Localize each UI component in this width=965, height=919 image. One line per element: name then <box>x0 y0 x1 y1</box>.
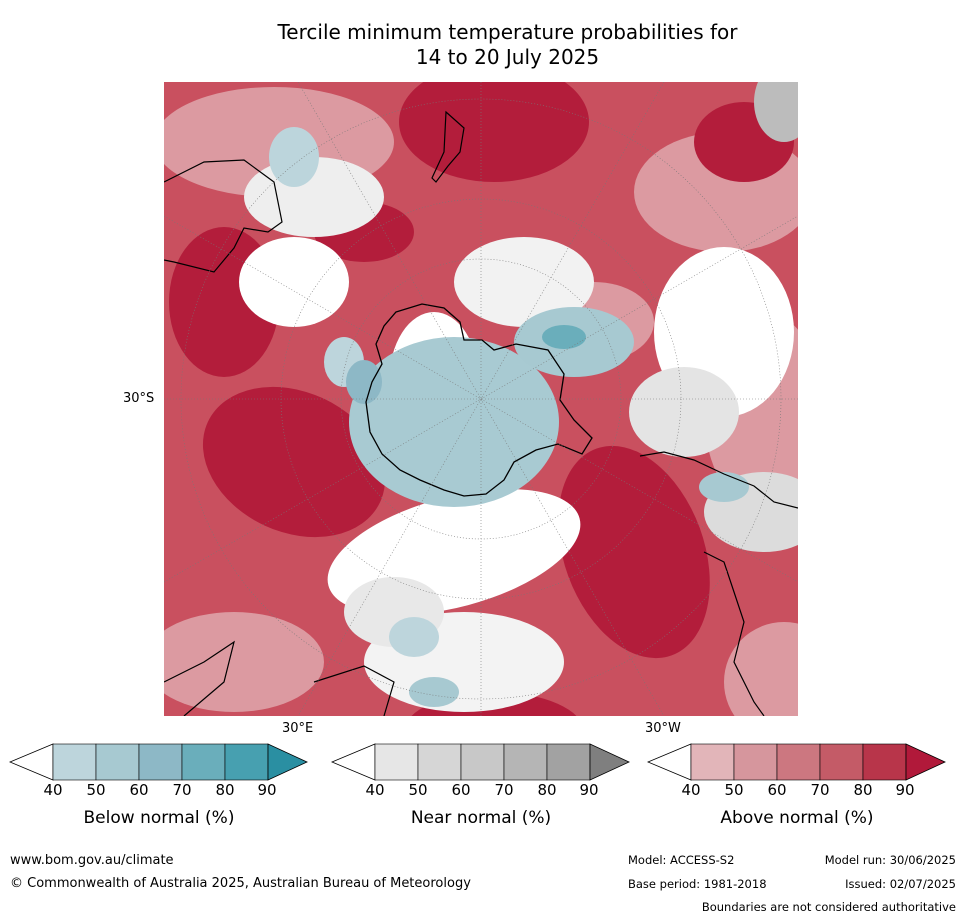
colorbar-bin <box>374 743 419 781</box>
tick-label: 50 <box>86 781 106 799</box>
title-line-2: 14 to 20 July 2025 <box>415 45 600 69</box>
colorbar-below-normal-label: Below normal (%) <box>83 808 235 828</box>
tick-label: 50 <box>408 781 428 799</box>
colorbar-near-normal-ticks: 40 50 60 70 80 90 <box>331 781 631 803</box>
colorbar-bin <box>733 743 778 781</box>
colorbar-bin <box>181 743 226 781</box>
colorbar-bin <box>224 743 269 781</box>
website-link[interactable]: www.bom.gov.au/climate <box>10 853 174 868</box>
tick-label: 90 <box>895 781 915 799</box>
colorbar-above-normal <box>647 743 947 781</box>
tick-label: 90 <box>257 781 277 799</box>
colorbar-bin <box>52 743 97 781</box>
colorbar-bin <box>690 743 735 781</box>
tick-label: 40 <box>681 781 701 799</box>
colorbar-extension-low <box>647 743 692 781</box>
colorbar-bin <box>819 743 864 781</box>
colorbar-bin <box>546 743 591 781</box>
tick-label: 90 <box>579 781 599 799</box>
colorbar-below-normal-ticks: 40 50 60 70 80 90 <box>9 781 309 803</box>
copyright-text: © Commonwealth of Australia 2025, Austra… <box>10 876 471 891</box>
colorbar-extension-low <box>331 743 376 781</box>
colorbar-extension-high <box>267 743 308 781</box>
colorbar-extension-high <box>589 743 630 781</box>
tick-label: 70 <box>172 781 192 799</box>
colorbar-above-normal-label: Above normal (%) <box>720 808 874 828</box>
colorbar-below-normal <box>9 743 309 781</box>
tick-label: 40 <box>43 781 63 799</box>
tick-label: 60 <box>767 781 787 799</box>
colorbar-bin <box>776 743 821 781</box>
colorbar-bin <box>95 743 140 781</box>
antarctica-coastline <box>365 303 593 497</box>
tick-label: 40 <box>365 781 385 799</box>
tick-label: 80 <box>537 781 557 799</box>
longitude-label-30w: 30°W <box>645 721 681 736</box>
tick-label: 80 <box>215 781 235 799</box>
tick-label: 60 <box>129 781 149 799</box>
new-zealand-coastline <box>431 110 465 183</box>
probability-map <box>164 82 798 716</box>
colorbar-bin <box>503 743 548 781</box>
graticule <box>164 82 798 716</box>
tick-label: 60 <box>451 781 471 799</box>
colorbar-near-normal-label: Near normal (%) <box>410 808 552 828</box>
tick-label: 80 <box>853 781 873 799</box>
australia-coastline <box>164 159 283 273</box>
south-america-coastline <box>639 451 798 716</box>
colorbar-extension-low <box>9 743 54 781</box>
colorbar-bin <box>862 743 907 781</box>
model-run-text: Model run: 30/06/2025 <box>824 853 956 867</box>
africa-coastline <box>164 640 395 716</box>
tick-label: 50 <box>724 781 744 799</box>
tick-label: 70 <box>494 781 514 799</box>
model-text: Model: ACCESS-S2 <box>628 853 735 867</box>
tick-label: 70 <box>810 781 830 799</box>
latitude-label-30s: 30°S <box>123 391 155 406</box>
base-period-text: Base period: 1981-2018 <box>628 877 767 891</box>
chart-title: Tercile minimum temperature probabilitie… <box>160 20 855 70</box>
title-line-1: Tercile minimum temperature probabilitie… <box>277 20 738 44</box>
disclaimer-text: Boundaries are not considered authoritat… <box>701 900 956 914</box>
issued-text: Issued: 02/07/2025 <box>845 877 956 891</box>
colorbar-bin <box>138 743 183 781</box>
colorbar-near-normal <box>331 743 631 781</box>
colorbar-extension-high <box>905 743 946 781</box>
colorbar-bin <box>460 743 505 781</box>
colorbar-above-normal-ticks: 40 50 60 70 80 90 <box>647 781 947 803</box>
map-canvas <box>164 82 798 716</box>
longitude-label-30e: 30°E <box>282 721 314 736</box>
below-normal-regions <box>269 127 749 707</box>
colorbar-bin <box>417 743 462 781</box>
